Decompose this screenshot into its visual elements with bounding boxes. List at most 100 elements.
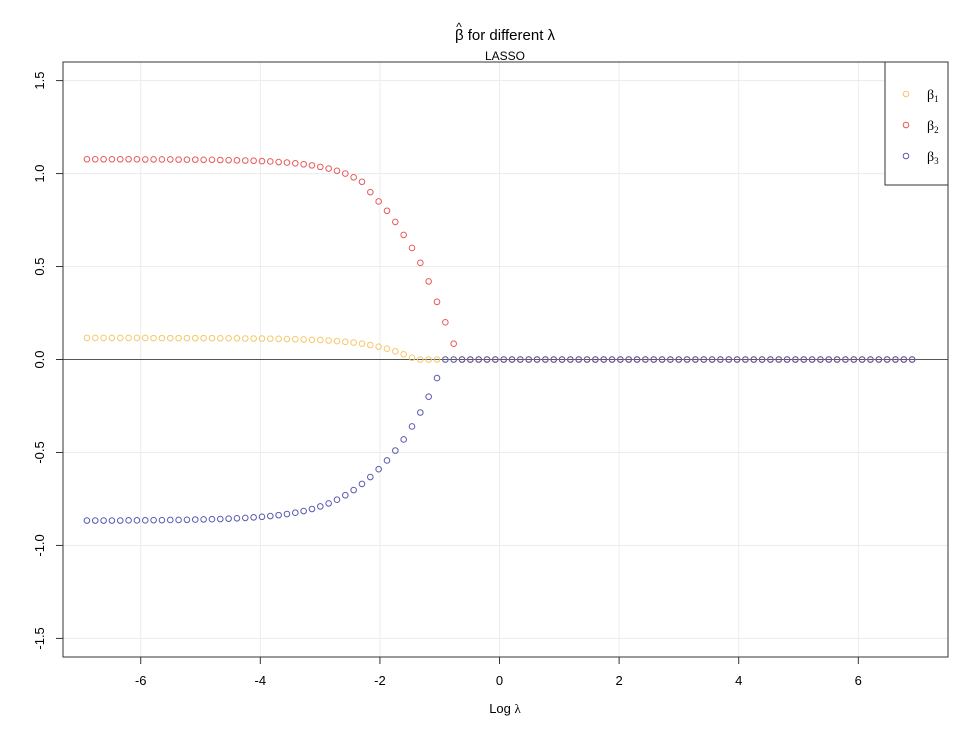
data-point [458,356,466,363]
data-point [200,156,207,164]
data-point [275,511,282,519]
data-point [833,356,841,363]
data-point [750,356,758,363]
data-point [900,356,908,363]
x-axis-label-text: Log [489,701,514,716]
data-point [141,517,149,524]
data-point [283,159,291,166]
data-point [342,491,349,499]
data-point [175,334,182,342]
data-point [758,356,766,363]
legend-label: β3 [927,150,939,166]
data-point [450,356,457,363]
data-point [350,339,357,346]
data-point [342,170,349,177]
data-point [767,356,774,363]
data-point [717,356,724,363]
data-point [225,156,232,164]
data-point [450,340,457,347]
data-point [675,356,683,363]
data-point [100,334,107,342]
data-point [408,244,416,252]
data-point [708,356,716,363]
data-point [166,334,174,342]
data-point [333,167,341,175]
chart-subtitle: LASSO [485,49,525,63]
legend-label: β1 [927,88,939,104]
data-point [567,356,574,363]
y-tick-label: 0.5 [32,257,47,275]
data-point [667,356,674,363]
data-point [200,334,207,342]
data-point [258,157,266,165]
data-point [858,356,866,363]
data-point [550,356,558,363]
data-point [292,509,299,517]
legend-marker [902,152,910,160]
data-point [141,334,149,342]
data-point [250,514,257,521]
data-point [300,336,307,343]
data-point [625,356,633,363]
data-point [83,334,91,342]
data-point [367,341,374,349]
data-point [433,374,441,382]
data-point [775,356,783,363]
data-point [500,356,507,363]
data-point [642,356,649,363]
data-point [100,517,107,524]
data-point [867,356,874,363]
data-point [216,156,224,164]
data-point [150,334,157,342]
data-point [400,231,407,239]
data-point [216,515,224,523]
data-point [442,356,449,363]
data-point [733,356,741,363]
data-point [108,517,116,524]
legend-marker [902,121,910,129]
data-point [191,156,199,163]
data-point [283,510,291,518]
data-point [116,517,124,524]
data-point [233,335,241,342]
data-point [300,160,307,168]
data-point [266,335,274,342]
data-point [342,338,349,346]
data-point [425,356,432,363]
data-point [208,334,216,342]
data-point [100,155,107,163]
data-point [792,356,799,363]
data-point [300,507,307,515]
data-point [633,356,641,363]
data-point [125,517,132,524]
data-point [592,356,599,363]
data-point [425,393,432,400]
data-point [208,515,216,523]
data-point [442,319,449,326]
data-point [317,336,324,344]
data-point [317,163,324,171]
data-point [375,198,382,205]
data-point [108,334,116,342]
data-point [358,178,366,186]
series-β3 [83,356,916,524]
data-point [425,278,432,285]
data-point [392,218,399,226]
data-point [517,356,524,363]
data-point [325,165,332,172]
data-point [842,356,849,363]
data-point [183,156,191,163]
data-points [83,155,916,524]
data-point [417,259,424,267]
data-point [225,335,232,342]
data-point [817,356,824,363]
data-point [325,337,332,344]
data-point [417,409,424,416]
data-point [892,356,899,363]
data-point [600,356,608,363]
data-point [283,335,291,343]
data-point [208,156,216,164]
data-point [225,515,232,522]
x-axis: -6 -4 -2 0 2 4 6 [135,656,862,688]
chart-title: β for different λ [455,27,556,44]
